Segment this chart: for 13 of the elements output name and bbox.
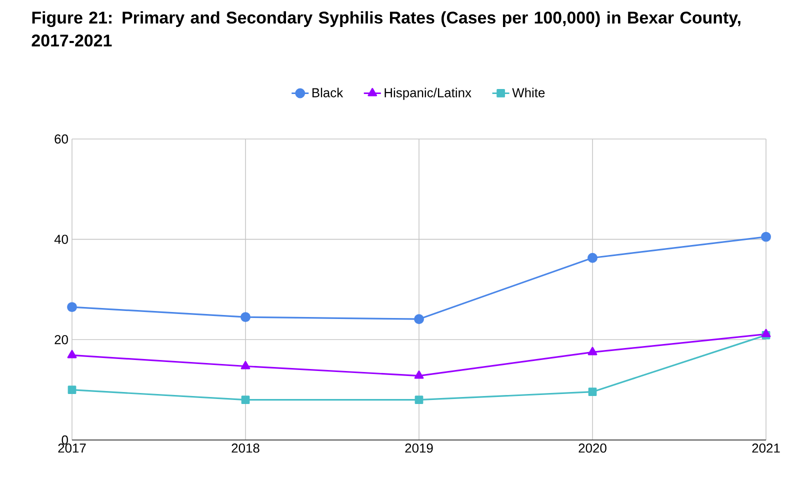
legend-label: Black xyxy=(312,88,344,98)
x-tick-label: 2017 xyxy=(58,444,86,453)
y-tick-label: 20 xyxy=(54,335,68,344)
y-tick-label: 40 xyxy=(54,234,68,244)
x-tick-label: 2021 xyxy=(752,444,780,453)
x-tick-label: 2020 xyxy=(578,444,606,453)
y-tick-label: 0 xyxy=(62,435,68,445)
x-tick-label: 2019 xyxy=(405,444,433,453)
chart-title: Figure 21: Primary and Secondary Syphilis Rates (Cases per 100,000) in Bexar County, 2017-2021 xyxy=(32,11,740,47)
x-tick-label: 2018 xyxy=(232,444,260,453)
legend-label: Hispanic/Latinx xyxy=(384,88,472,100)
y-tick-label: 60 xyxy=(54,134,68,144)
legend-label: White xyxy=(512,88,545,98)
